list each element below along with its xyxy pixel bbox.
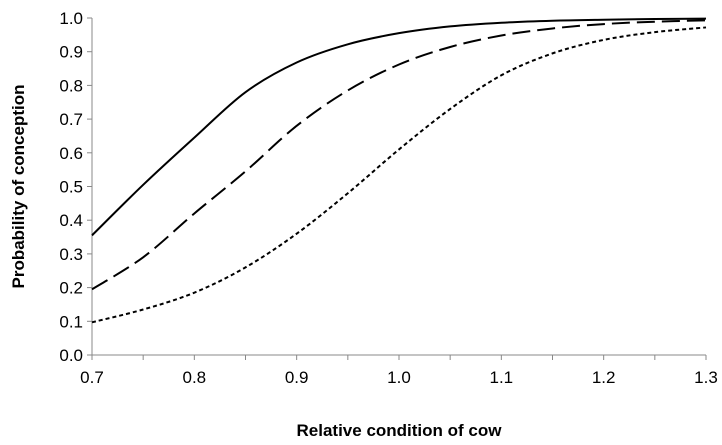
x-axis-title: Relative condition of cow <box>297 421 503 440</box>
x-tick-label: 1.1 <box>490 368 514 387</box>
series-solid-line <box>91 17 707 237</box>
x-tick-label: 0.7 <box>80 368 104 387</box>
x-tick-label: 1.0 <box>387 368 411 387</box>
y-tick-label: 0.9 <box>59 43 83 62</box>
y-ticks: 0.0 0.1 0.2 0.3 0.4 0.5 0.6 0.7 0.8 0.9 1.0 <box>59 9 92 365</box>
y-axis-title: Probability of conception <box>9 84 28 288</box>
axes <box>91 18 706 356</box>
y-tick-label: 0.1 <box>59 312 83 331</box>
y-tick-label: 0.3 <box>59 245 83 264</box>
series-layer <box>91 17 707 324</box>
y-tick-label: 0.0 <box>59 346 83 365</box>
y-tick-label: 0.7 <box>59 110 83 129</box>
series-dotted-line <box>91 26 707 324</box>
y-tick-label: 0.4 <box>59 211 83 230</box>
x-tick-label: 1.2 <box>592 368 616 387</box>
x-tick-label: 0.8 <box>183 368 207 387</box>
x-tick-label: 0.9 <box>285 368 309 387</box>
y-tick-label: 0.5 <box>59 178 83 197</box>
x-tick-label: 1.3 <box>694 368 718 387</box>
series-dashed-line <box>91 19 707 291</box>
y-tick-label: 0.8 <box>59 76 83 95</box>
y-tick-label: 0.6 <box>59 144 83 163</box>
y-tick-label: 0.2 <box>59 279 83 298</box>
y-tick-label: 1.0 <box>59 9 83 28</box>
x-ticks: 0.7 0.8 0.9 1.0 1.1 1.2 1.3 <box>80 355 718 387</box>
